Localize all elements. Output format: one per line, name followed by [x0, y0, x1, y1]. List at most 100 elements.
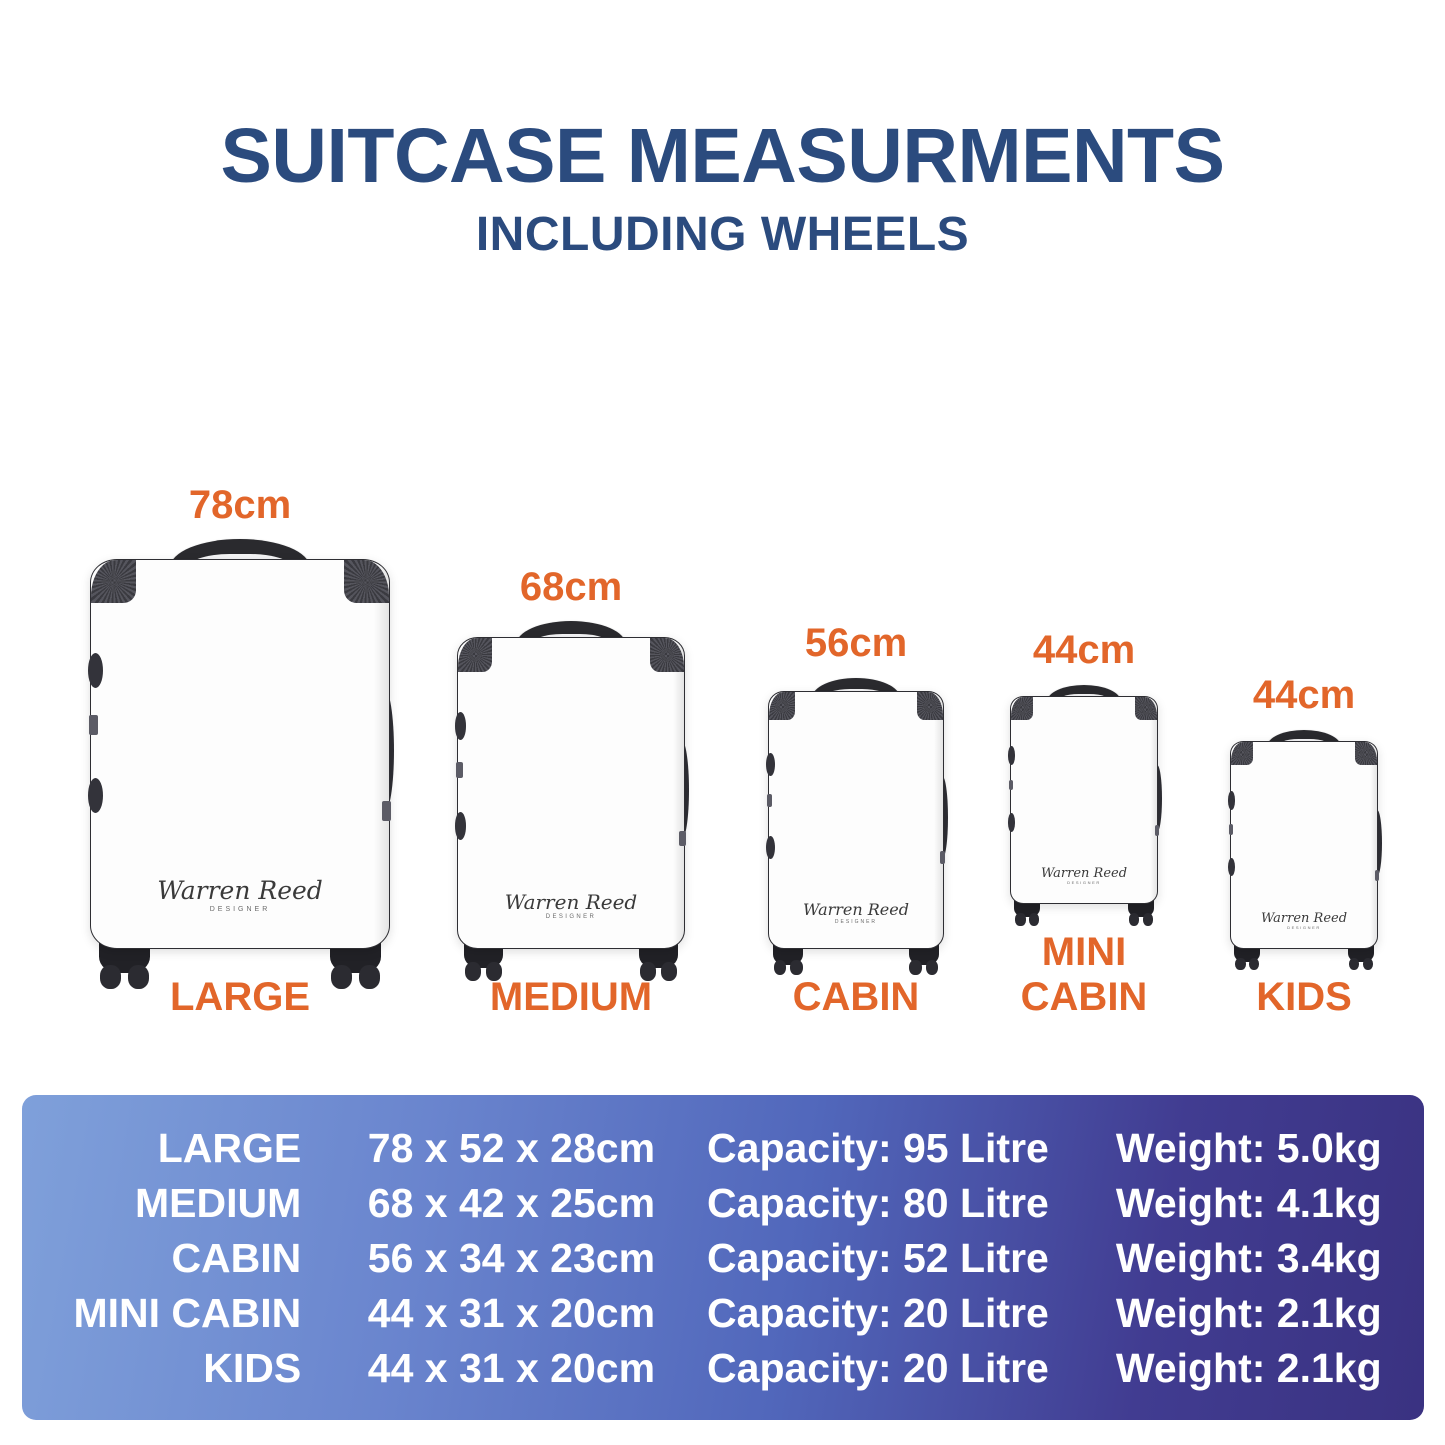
case-name-large: LARGE [170, 975, 310, 1020]
case-name-kids: KIDS [1256, 975, 1352, 1020]
brand-logo: Warren Reed DESIGNER [157, 878, 323, 913]
row-case-name: MEDIUM [135, 1180, 302, 1226]
suitcase-image-large: Warren Reed DESIGNER [88, 539, 394, 989]
corner-protector-top-right [916, 692, 943, 721]
row-dimensions: 78 x 52 x 28cm [367, 1125, 656, 1171]
table-row: MINI CABIN 44 x 31 x 20cm Capacity: 20 L… [22, 1290, 1424, 1345]
case-name-cabin: CABIN [792, 975, 920, 1020]
row-capacity: Capacity: 20 Litre [707, 1345, 1049, 1391]
page-header: SUITCASE MEASURMENTS INCLUDING WHEELS [0, 118, 1445, 259]
brand-logo: Warren Reed DESIGNER [1041, 867, 1127, 885]
height-label-medium: 68cm [519, 565, 623, 610]
suitcase-group-medium: 68cm Warren Reed DESIGNER MEDIUM [440, 567, 702, 1020]
side-bumper-lower [88, 777, 103, 813]
suitcase-image-mini-cabin: Warren Reed DESIGNER [1008, 685, 1162, 926]
suitcase-image-kids: Warren Reed DESIGNER [1228, 730, 1382, 971]
lock-right [1154, 825, 1159, 836]
row-capacity: Capacity: 52 Litre [707, 1235, 1049, 1281]
brand-logo: Warren Reed DESIGNER [803, 902, 909, 925]
lock-left [89, 715, 98, 735]
suitcase-shell: Warren Reed DESIGNER [1230, 741, 1378, 950]
row-capacity: Capacity: 20 Litre [707, 1290, 1049, 1336]
row-case-name: MINI CABIN [73, 1290, 302, 1336]
side-bumper-upper [766, 753, 775, 777]
corner-protector-top-right [650, 638, 684, 673]
height-label-kids: 44cm [1252, 673, 1356, 718]
row-dimensions: 44 x 31 x 20cm [367, 1345, 656, 1391]
row-case-name: CABIN [171, 1235, 302, 1281]
suitcase-group-large: 78cm Warren Reed DESIGNER LARGE [80, 485, 400, 1020]
lock-right [679, 830, 686, 847]
row-case-name: LARGE [157, 1125, 302, 1171]
corner-protector-top-right [344, 560, 389, 603]
table-row: KIDS 44 x 31 x 20cm Capacity: 20 Litre W… [22, 1345, 1424, 1400]
suitcase-group-mini-cabin: 44cm Warren Reed DESIGNER MINI CABIN [992, 630, 1176, 1020]
row-dimensions: 68 x 42 x 25cm [367, 1180, 656, 1226]
height-label-large: 78cm [188, 483, 292, 528]
lock-left [767, 794, 773, 808]
table-row: LARGE 78 x 52 x 28cm Capacity: 95 Litre … [22, 1125, 1424, 1180]
brand-subtext: DESIGNER [1287, 924, 1321, 930]
side-bumper-upper [455, 712, 467, 741]
side-bumper-lower [1008, 812, 1016, 832]
suitcase-shell: Warren Reed DESIGNER [768, 691, 944, 950]
suitcase-image-cabin: Warren Reed DESIGNER [766, 678, 948, 976]
brand-script-text: Warren Reed [504, 890, 638, 915]
side-bumper-upper [1228, 791, 1236, 810]
corner-protector-top-left [458, 638, 492, 673]
side-bumper-lower [766, 835, 775, 859]
brand-logo: Warren Reed DESIGNER [1261, 912, 1347, 930]
brand-subtext: DESIGNER [545, 914, 597, 921]
suitcase-image-medium: Warren Reed DESIGNER [455, 621, 689, 982]
case-name-mini-cabin: MINI CABIN [1020, 930, 1148, 1020]
brand-subtext: DESIGNER [1067, 879, 1101, 885]
brand-logo: Warren Reed DESIGNER [505, 892, 637, 920]
table-row: MEDIUM 68 x 42 x 25cm Capacity: 80 Litre… [22, 1180, 1424, 1235]
suitcase-group-kids: 44cm Warren Reed DESIGNER KIDS [1212, 675, 1396, 1020]
specifications-panel: LARGE 78 x 52 x 28cm Capacity: 95 Litre … [22, 1095, 1424, 1420]
page-subtitle: INCLUDING WHEELS [475, 208, 970, 261]
suitcase-comparison-row: 78cm Warren Reed DESIGNER LARGE 68cm [0, 360, 1445, 1020]
brand-script-text: Warren Reed [1040, 865, 1128, 881]
suitcase-group-cabin: 56cm Warren Reed DESIGNER CABIN [744, 623, 968, 1020]
table-row: CABIN 56 x 34 x 23cm Capacity: 52 Litre … [22, 1235, 1424, 1290]
lock-right [382, 801, 391, 821]
side-bumper-lower [1228, 857, 1236, 877]
corner-protector-top-left [1011, 697, 1033, 721]
brand-subtext: DESIGNER [834, 919, 878, 926]
lock-left [1009, 779, 1014, 790]
side-bumper-lower [455, 811, 467, 840]
row-weight: Weight: 3.4kg [1115, 1235, 1382, 1281]
suitcase-shell: Warren Reed DESIGNER [457, 637, 685, 950]
lock-left [1229, 824, 1234, 835]
row-dimensions: 44 x 31 x 20cm [367, 1290, 656, 1336]
side-bumper-upper [1008, 746, 1016, 766]
suitcase-shell: Warren Reed DESIGNER [1010, 696, 1158, 905]
corner-protector-top-left [91, 560, 136, 603]
lock-right [1374, 870, 1379, 881]
brand-subtext: DESIGNER [209, 906, 271, 914]
row-capacity: Capacity: 95 Litre [707, 1125, 1049, 1171]
lock-right [939, 851, 945, 865]
corner-protector-top-left [769, 692, 796, 721]
row-capacity: Capacity: 80 Litre [707, 1180, 1049, 1226]
height-label-cabin: 56cm [804, 621, 908, 666]
row-weight: Weight: 2.1kg [1115, 1290, 1382, 1336]
page-title: SUITCASE MEASURMENTS [220, 113, 1225, 199]
side-bumper-upper [88, 652, 103, 688]
corner-protector-top-left [1231, 742, 1253, 765]
corner-protector-top-right [1355, 742, 1377, 765]
corner-protector-top-right [1135, 697, 1157, 721]
specifications-table: LARGE 78 x 52 x 28cm Capacity: 95 Litre … [22, 1125, 1424, 1400]
brand-script-text: Warren Reed [157, 876, 323, 906]
row-dimensions: 56 x 34 x 23cm [367, 1235, 656, 1281]
row-weight: Weight: 2.1kg [1115, 1345, 1382, 1391]
height-label-mini-cabin: 44cm [1032, 628, 1136, 673]
case-name-medium: MEDIUM [489, 975, 653, 1020]
brand-script-text: Warren Reed [803, 900, 909, 920]
row-weight: Weight: 5.0kg [1115, 1125, 1382, 1171]
row-case-name: KIDS [203, 1345, 302, 1391]
suitcase-shell: Warren Reed DESIGNER [90, 559, 390, 950]
brand-script-text: Warren Reed [1260, 910, 1348, 926]
lock-left [456, 762, 463, 778]
